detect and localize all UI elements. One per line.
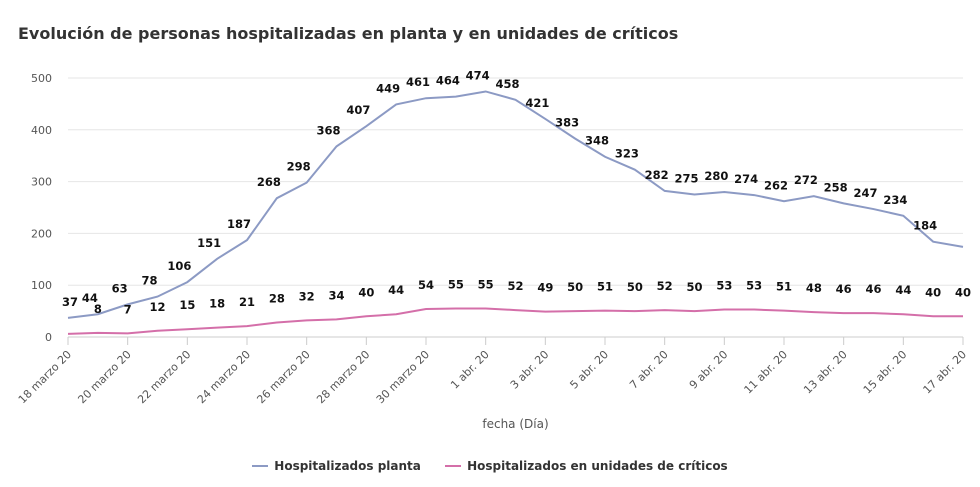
data-label: 274	[734, 172, 758, 186]
data-label: 348	[585, 134, 609, 148]
data-label: 15	[179, 298, 195, 312]
data-label: 40	[925, 285, 941, 299]
data-label: 458	[495, 77, 519, 91]
data-label: 46	[836, 282, 852, 296]
data-label: 50	[686, 280, 702, 294]
legend-swatch	[445, 465, 462, 467]
data-label: 187	[227, 217, 251, 231]
data-label: 280	[704, 169, 728, 183]
x-tick-label: 1 abr. 20	[448, 348, 492, 392]
legend-item-criticos[interactable]: Hospitalizados en unidades de críticos	[445, 459, 728, 473]
legend-swatch	[252, 465, 269, 467]
data-label: 262	[764, 178, 788, 192]
data-label: 407	[346, 103, 370, 117]
data-label: 46	[865, 282, 881, 296]
data-label: 18	[209, 297, 225, 311]
x-tick-label: 15 abr. 20	[861, 348, 910, 397]
x-tick-label: 13 abr. 20	[801, 348, 850, 397]
data-label: 272	[794, 173, 818, 187]
x-tick-label: 5 abr. 20	[567, 348, 611, 392]
data-label: 50	[567, 280, 583, 294]
data-label: 8	[94, 302, 102, 316]
x-tick-label: 3 abr. 20	[508, 348, 552, 392]
data-label: 51	[776, 280, 792, 294]
data-label: 44	[388, 283, 404, 297]
data-label: 21	[239, 295, 255, 309]
data-label: 474	[466, 68, 490, 82]
data-label: 258	[824, 180, 848, 194]
x-tick-label: 20 marzo 20	[75, 348, 133, 406]
data-label: 298	[287, 160, 311, 174]
x-tick-label: 30 marzo 20	[374, 348, 432, 406]
data-label: 49	[537, 281, 553, 295]
x-tick-label: 26 marzo 20	[254, 348, 312, 406]
x-tick-label: 28 marzo 20	[314, 348, 372, 406]
data-label: 44	[82, 291, 98, 305]
data-label: 51	[597, 280, 613, 294]
y-tick-label: 400	[31, 124, 52, 137]
series-line-1	[67, 307, 963, 335]
data-label: 464	[436, 74, 460, 88]
x-tick-label: 11 abr. 20	[742, 348, 791, 397]
data-label: 151	[197, 236, 221, 250]
data-label: 28	[269, 291, 285, 305]
data-label: 55	[448, 278, 464, 292]
x-tick-label: 22 marzo 20	[135, 348, 193, 406]
data-label: 106	[167, 259, 191, 273]
data-label: 44	[895, 283, 911, 297]
data-label: 449	[376, 81, 400, 95]
x-tick-label: 7 abr. 20	[627, 348, 671, 392]
data-label: 461	[406, 75, 430, 89]
data-label: 268	[257, 175, 281, 189]
x-axis-title: fecha (Día)	[482, 417, 548, 431]
legend-label: Hospitalizados planta	[274, 459, 421, 473]
data-label: 54	[418, 278, 434, 292]
data-label: 234	[883, 193, 907, 207]
data-label: 37	[62, 295, 78, 309]
data-label: 323	[615, 147, 639, 161]
data-label: 247	[853, 186, 877, 200]
legend-label: Hospitalizados en unidades de críticos	[467, 459, 728, 473]
y-tick-label: 0	[45, 331, 52, 344]
data-label: 12	[149, 300, 165, 314]
data-label: 40	[358, 285, 374, 299]
data-label: 50	[627, 280, 643, 294]
y-tick-label: 300	[31, 176, 52, 189]
data-label: 383	[555, 116, 579, 130]
data-label: 282	[645, 168, 669, 182]
data-label: 184	[913, 219, 937, 233]
x-tick-label: 9 abr. 20	[687, 348, 731, 392]
data-label: 40	[955, 285, 971, 299]
legend: Hospitalizados planta Hospitalizados en …	[0, 456, 980, 473]
data-label: 7	[124, 302, 132, 316]
data-label: 421	[525, 96, 549, 110]
data-label: 53	[746, 279, 762, 293]
x-tick-label: 18 marzo 20	[16, 348, 74, 406]
chart-title: Evolución de personas hospitalizadas en …	[18, 24, 679, 43]
data-label: 275	[674, 172, 698, 186]
y-tick-label: 100	[31, 279, 52, 292]
data-label: 32	[299, 289, 315, 303]
series-line-0	[67, 90, 964, 319]
data-label: 63	[112, 281, 128, 295]
data-label: 55	[478, 278, 494, 292]
y-tick-label: 200	[31, 227, 52, 240]
data-label: 52	[507, 279, 523, 293]
data-label: 48	[806, 281, 822, 295]
data-label: 78	[141, 274, 157, 288]
data-label: 53	[716, 279, 732, 293]
x-tick-label: 17 abr. 20	[921, 348, 970, 397]
data-label: 368	[316, 123, 340, 137]
y-tick-label: 500	[31, 72, 52, 85]
x-tick-label: 24 marzo 20	[195, 348, 253, 406]
legend-item-planta[interactable]: Hospitalizados planta	[252, 459, 421, 473]
data-label: 34	[328, 288, 344, 302]
data-label: 52	[657, 279, 673, 293]
